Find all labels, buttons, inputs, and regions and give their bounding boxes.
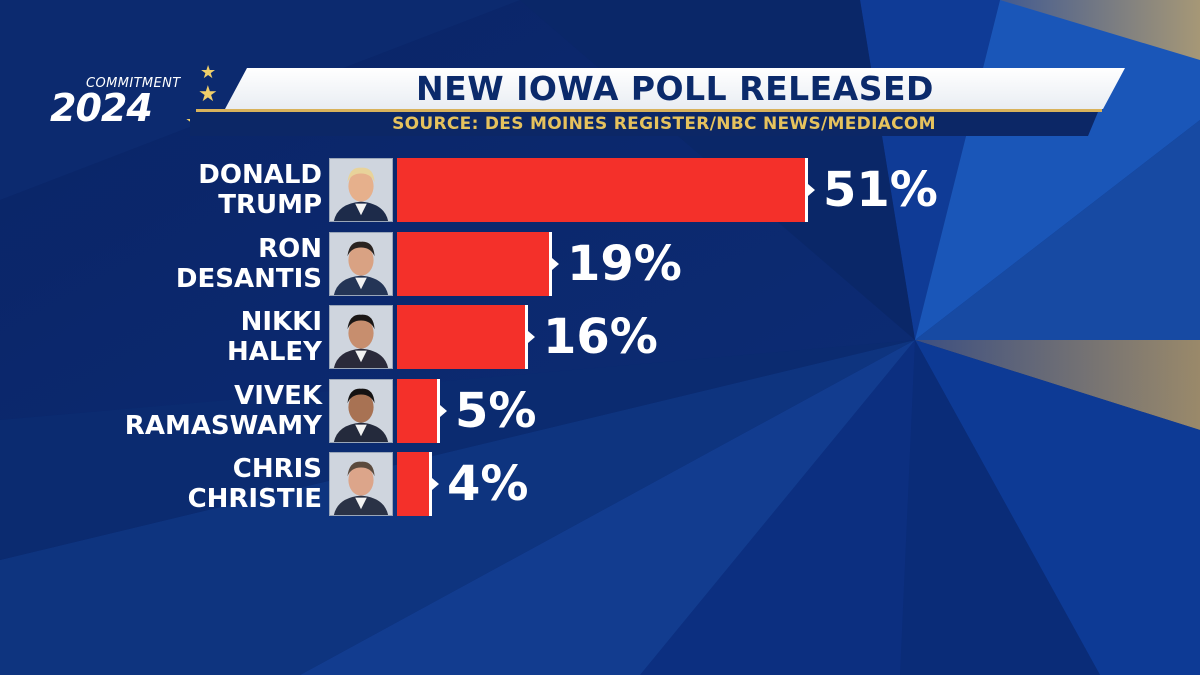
portrait-icon bbox=[329, 158, 393, 222]
candidate-last-name: TRUMP bbox=[218, 190, 322, 220]
title-banner: NEW IOWA POLL RELEASED bbox=[225, 68, 1125, 109]
bar bbox=[397, 158, 805, 222]
chart-row: NIKKI HALEY 16% bbox=[0, 305, 1200, 369]
portrait-icon bbox=[329, 452, 393, 516]
logo-year-text: 2024 bbox=[50, 86, 153, 130]
portrait-icon bbox=[329, 378, 393, 443]
value-label: 51% bbox=[823, 162, 938, 218]
bar bbox=[397, 378, 437, 443]
chart-title: NEW IOWA POLL RELEASED bbox=[416, 69, 934, 108]
value-label: 19% bbox=[567, 235, 682, 292]
candidate-first-name: NIKKI bbox=[240, 307, 322, 337]
value-label: 4% bbox=[447, 456, 529, 512]
candidate-first-name: RON bbox=[258, 233, 322, 264]
candidate-last-name: DESANTIS bbox=[175, 263, 322, 294]
bar bbox=[397, 305, 525, 369]
value-label: 5% bbox=[455, 382, 537, 439]
candidate-name: RON DESANTIS bbox=[22, 232, 322, 296]
chart-row: VIVEK RAMASWAMY 5% bbox=[0, 378, 1200, 443]
chart-row: DONALD TRUMP 51% bbox=[0, 158, 1200, 222]
bar bbox=[397, 231, 549, 296]
star-icon: ★ bbox=[198, 82, 218, 107]
source-text: SOURCE: DES MOINES REGISTER/NBC NEWS/MED… bbox=[392, 114, 936, 134]
logo-commitment-text: COMMITMENT bbox=[86, 76, 181, 91]
bar-end-cap bbox=[549, 231, 561, 296]
candidate-name: VIVEK RAMASWAMY bbox=[22, 379, 322, 443]
source-banner: SOURCE: DES MOINES REGISTER/NBC NEWS/MED… bbox=[190, 112, 1098, 136]
candidate-name: NIKKI HALEY bbox=[22, 305, 322, 369]
candidate-last-name: HALEY bbox=[226, 337, 322, 367]
bar-end-cap bbox=[429, 452, 441, 516]
header-divider bbox=[196, 109, 1102, 112]
candidate-last-name: RAMASWAMY bbox=[124, 410, 322, 441]
candidate-name: DONALD TRUMP bbox=[22, 158, 322, 222]
chart-row: CHRIS CHRISTIE 4% bbox=[0, 452, 1200, 516]
candidate-first-name: DONALD bbox=[198, 160, 322, 190]
portrait-icon bbox=[329, 305, 393, 369]
bar-end-cap bbox=[805, 158, 817, 222]
chart-row: RON DESANTIS 19% bbox=[0, 231, 1200, 296]
bar-end-cap bbox=[525, 305, 537, 369]
candidate-first-name: VIVEK bbox=[234, 380, 322, 411]
value-label: 16% bbox=[543, 309, 658, 365]
portrait-icon bbox=[329, 231, 393, 296]
bar bbox=[397, 452, 429, 516]
star-icon: ★ bbox=[200, 62, 217, 83]
candidate-last-name: CHRISTIE bbox=[187, 484, 322, 514]
bar-end-cap bbox=[437, 378, 449, 443]
candidate-name: CHRIS CHRISTIE bbox=[22, 452, 322, 516]
candidate-first-name: CHRIS bbox=[232, 454, 322, 484]
